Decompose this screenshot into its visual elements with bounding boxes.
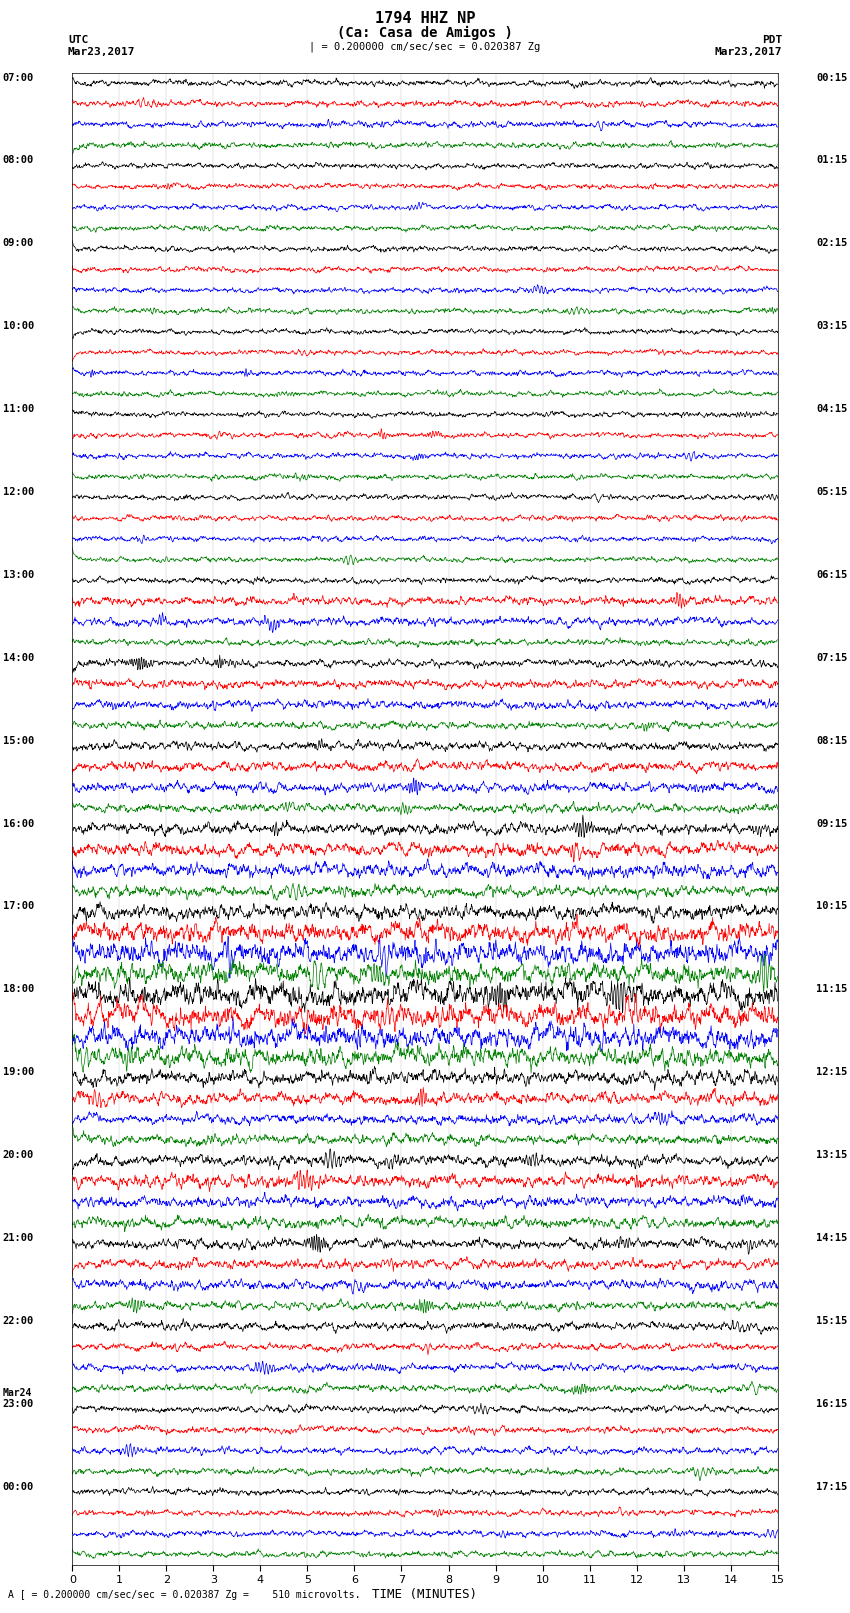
Text: 19:00: 19:00	[3, 1068, 34, 1077]
Text: 14:00: 14:00	[3, 653, 34, 663]
Text: 16:00: 16:00	[3, 819, 34, 829]
Text: 15:00: 15:00	[3, 736, 34, 745]
Text: 07:15: 07:15	[816, 653, 847, 663]
Text: A [ = 0.200000 cm/sec/sec = 0.020387 Zg =    510 microvolts.: A [ = 0.200000 cm/sec/sec = 0.020387 Zg …	[8, 1590, 361, 1600]
Text: 14:15: 14:15	[816, 1232, 847, 1244]
Text: 10:00: 10:00	[3, 321, 34, 331]
Text: 09:15: 09:15	[816, 819, 847, 829]
Text: 13:15: 13:15	[816, 1150, 847, 1160]
Text: | = 0.200000 cm/sec/sec = 0.020387 Zg: | = 0.200000 cm/sec/sec = 0.020387 Zg	[309, 42, 541, 53]
Text: Mar23,2017: Mar23,2017	[68, 47, 135, 56]
Text: 1794 HHZ NP: 1794 HHZ NP	[375, 11, 475, 26]
Text: 10:15: 10:15	[816, 902, 847, 911]
Text: 00:15: 00:15	[816, 73, 847, 82]
Text: 07:00: 07:00	[3, 73, 34, 82]
Text: 06:15: 06:15	[816, 569, 847, 581]
Text: 04:15: 04:15	[816, 405, 847, 415]
Text: 08:15: 08:15	[816, 736, 847, 745]
Text: 12:00: 12:00	[3, 487, 34, 497]
Text: PDT: PDT	[762, 35, 782, 45]
Text: 20:00: 20:00	[3, 1150, 34, 1160]
Text: 03:15: 03:15	[816, 321, 847, 331]
Text: 15:15: 15:15	[816, 1316, 847, 1326]
Text: 17:00: 17:00	[3, 902, 34, 911]
Text: 22:00: 22:00	[3, 1316, 34, 1326]
Text: 11:00: 11:00	[3, 405, 34, 415]
Text: 13:00: 13:00	[3, 569, 34, 581]
Text: 12:15: 12:15	[816, 1068, 847, 1077]
Text: (Ca: Casa de Amigos ): (Ca: Casa de Amigos )	[337, 26, 513, 40]
Text: 05:15: 05:15	[816, 487, 847, 497]
Text: 02:15: 02:15	[816, 239, 847, 248]
Text: 11:15: 11:15	[816, 984, 847, 994]
X-axis label: TIME (MINUTES): TIME (MINUTES)	[372, 1587, 478, 1600]
Text: 08:00: 08:00	[3, 155, 34, 166]
Text: 17:15: 17:15	[816, 1482, 847, 1492]
Text: 23:00: 23:00	[3, 1398, 34, 1408]
Text: 01:15: 01:15	[816, 155, 847, 166]
Text: Mar24: Mar24	[3, 1389, 32, 1398]
Text: Mar23,2017: Mar23,2017	[715, 47, 782, 56]
Text: UTC: UTC	[68, 35, 88, 45]
Text: 09:00: 09:00	[3, 239, 34, 248]
Text: 16:15: 16:15	[816, 1398, 847, 1408]
Text: 18:00: 18:00	[3, 984, 34, 994]
Text: 21:00: 21:00	[3, 1232, 34, 1244]
Text: 00:00: 00:00	[3, 1482, 34, 1492]
